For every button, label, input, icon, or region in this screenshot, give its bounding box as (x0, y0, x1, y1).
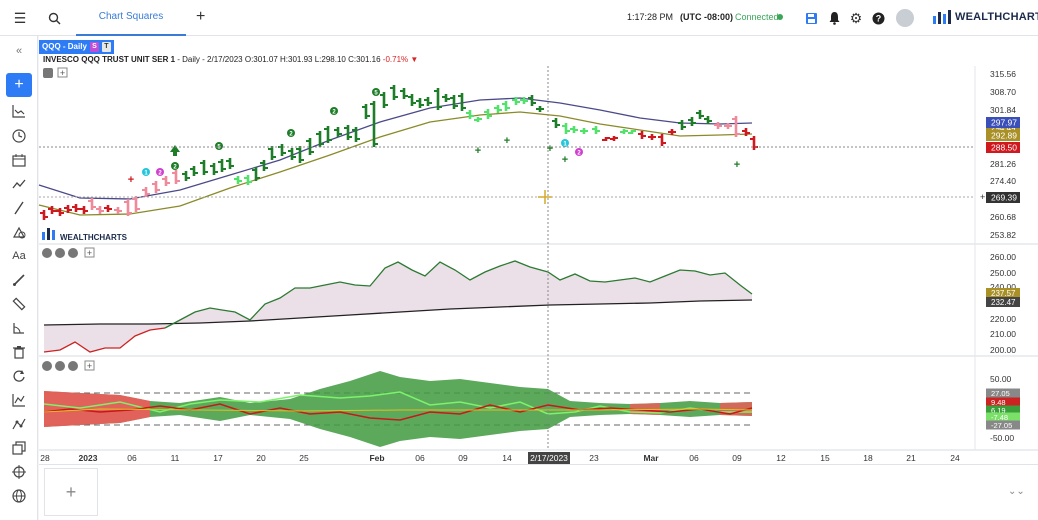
shapes-icon[interactable] (10, 223, 28, 241)
text-tool-icon[interactable]: Aa (12, 250, 26, 262)
badge-t[interactable]: T (101, 42, 111, 52)
symbol-tag-label: QQQ - Daily (42, 42, 87, 51)
brand-logo: WEALTHCHARTS (933, 10, 1038, 24)
collapse-left-icon[interactable]: « (15, 45, 23, 57)
globe-icon[interactable] (10, 487, 28, 505)
refresh-icon[interactable] (10, 367, 28, 385)
clock-icon[interactable] (10, 127, 28, 145)
timezone[interactable]: (UTC -08:00) (680, 12, 734, 22)
top-bar: ☰ Chart Squares + 1:17:28 PM (UTC -08:00… (0, 0, 1038, 36)
high-label: H: (280, 55, 288, 64)
indicator-icon[interactable] (10, 102, 28, 120)
calendar-icon[interactable] (10, 151, 28, 169)
bottom-panel (39, 464, 1038, 520)
crosshair-icon[interactable] (10, 463, 28, 481)
gear-icon[interactable]: ⚙ (849, 9, 863, 26)
add-tab-icon[interactable]: + (196, 8, 206, 25)
svg-text:?: ? (875, 13, 881, 23)
trend-icon[interactable] (10, 175, 28, 193)
trash-icon[interactable] (10, 343, 28, 361)
line-tool-icon[interactable] (10, 199, 28, 217)
add-panel-button[interactable]: + (44, 468, 98, 516)
high-value: 301.93 (288, 55, 313, 64)
brush-icon[interactable] (10, 271, 28, 289)
avatar[interactable] (896, 9, 914, 27)
measure-icon[interactable] (10, 319, 28, 337)
tab-chart-squares[interactable]: Chart Squares (76, 0, 186, 36)
chart-icon[interactable] (10, 391, 28, 409)
symbol-name: INVESCO QQQ TRUST UNIT SER 1 (43, 55, 176, 64)
open-value: 301.07 (253, 55, 278, 64)
help-icon[interactable]: ? (870, 10, 886, 26)
connection-dot-icon (777, 14, 783, 20)
connection-status: Connected (735, 12, 779, 22)
low-value: 298.10 (321, 55, 346, 64)
low-label: L: (314, 55, 322, 64)
chart-area[interactable] (39, 36, 1038, 464)
badge-s[interactable]: S (89, 42, 99, 52)
layers-icon[interactable] (10, 439, 28, 457)
collapse-down-icon[interactable]: ⌄⌄ (1008, 486, 1025, 497)
symbol-interval: - Daily - 2/17/2023 (175, 55, 243, 64)
symbol-header: INVESCO QQQ TRUST UNIT SER 1 - Daily - 2… (43, 55, 418, 64)
open-label: O: (244, 55, 254, 64)
scatter-icon[interactable] (10, 415, 28, 433)
drawing-toolbar: « + Aa (0, 36, 38, 520)
change-percent: -0.71% (382, 55, 409, 64)
change-down-icon: ▼ (410, 55, 419, 64)
search-icon[interactable] (46, 10, 62, 26)
menu-icon[interactable]: ☰ (13, 9, 27, 26)
close-value: 301.16 (356, 55, 381, 64)
wealthcharts-logo-icon (933, 10, 951, 24)
close-label: C: (348, 55, 357, 64)
alerts-icon[interactable] (826, 10, 842, 26)
brand-name: WEALTHCHARTS (955, 11, 1038, 23)
add-icon[interactable]: + (6, 73, 32, 97)
save-icon[interactable] (803, 10, 819, 26)
symbol-tag[interactable]: QQQ - Daily S T (39, 40, 114, 54)
ruler-icon[interactable] (10, 295, 28, 313)
clock-time: 1:17:28 PM (627, 12, 674, 22)
